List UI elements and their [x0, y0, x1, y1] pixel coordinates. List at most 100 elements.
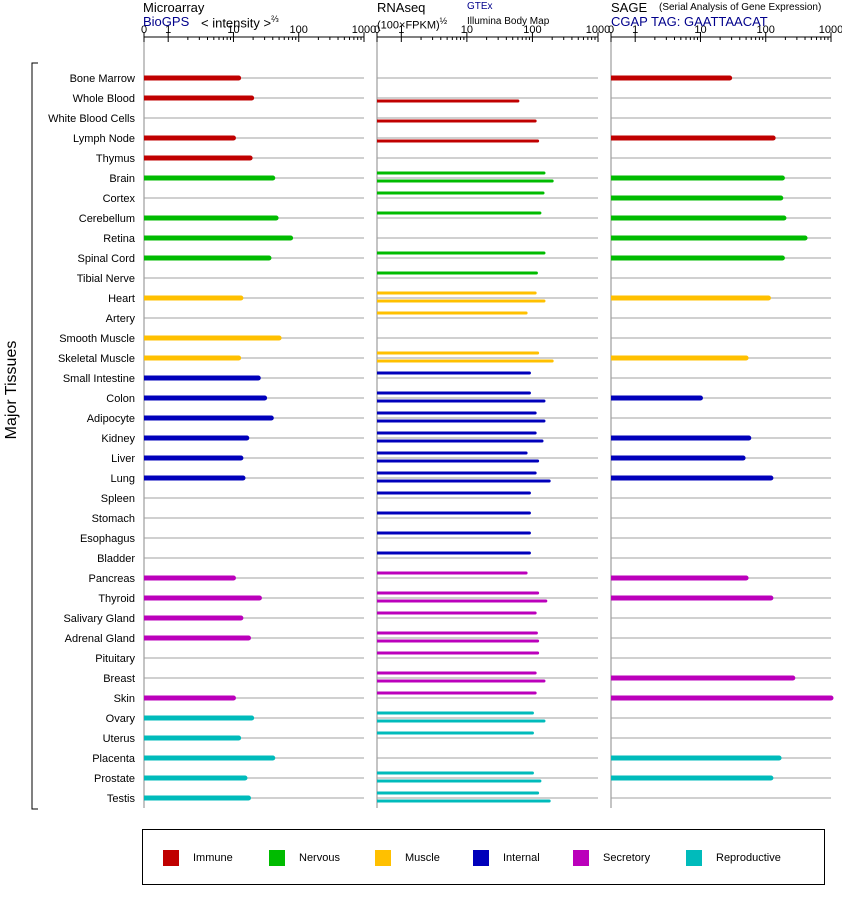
- microarray-bar: [144, 75, 239, 81]
- y-axis-bracket: [31, 62, 38, 810]
- legend-swatch-muscle: [375, 850, 391, 866]
- sage-bar-cap: [770, 135, 776, 141]
- microarray-unit-exponent: ⅔: [271, 14, 279, 24]
- y-axis-label: Major Tissues: [2, 330, 22, 450]
- legend-swatch-reproductive: [686, 850, 702, 866]
- illumina-bar: [377, 419, 544, 423]
- tissue-label: Spleen: [101, 493, 135, 505]
- legend: Immune Nervous Muscle Internal Secretory…: [142, 829, 825, 885]
- illumina-bar: [377, 99, 518, 103]
- legend-swatch-nervous: [269, 850, 285, 866]
- microarray-bar-cap: [256, 595, 262, 601]
- sage-bar: [611, 75, 730, 81]
- rnaseq-unit: (100×FPKM)½: [377, 16, 447, 32]
- tissue-label: Small Intestine: [63, 373, 135, 385]
- microarray-bar: [144, 475, 244, 481]
- tissue-label: White Blood Cells: [48, 113, 135, 125]
- illumina-bar: [377, 179, 553, 183]
- gtex-bar: [377, 271, 537, 275]
- microarray-bar: [144, 175, 273, 181]
- tissue-label: Brain: [109, 173, 135, 185]
- microarray-unit-text: < intensity >: [201, 15, 272, 31]
- legend-item-internal: Internal: [473, 849, 540, 867]
- sage-tick-label-0: 0: [608, 24, 614, 36]
- tissue-label: Spinal Cord: [78, 253, 135, 265]
- tissue-label: Whole Blood: [73, 93, 135, 105]
- microarray-bar: [144, 455, 241, 461]
- sage-bar: [611, 755, 780, 761]
- sage-bar-cap: [768, 595, 774, 601]
- sage-bar: [611, 695, 831, 701]
- rnaseq-tick-label-1: 1: [398, 24, 404, 36]
- microarray-bar-cap: [242, 775, 248, 781]
- tissue-label: Skin: [114, 693, 135, 705]
- illumina-bar-cap: [536, 459, 540, 463]
- sage-bar-cap: [765, 295, 771, 301]
- gtex-bar-cap: [530, 771, 534, 775]
- gtex-bar-cap: [538, 211, 542, 215]
- microarray-tick-label-2: 10: [227, 24, 239, 36]
- sage-bar-cap: [743, 575, 749, 581]
- sage-tick-label-4: 1000: [819, 24, 842, 36]
- microarray-bar-cap: [266, 255, 272, 261]
- sage-bar-cap: [781, 215, 787, 221]
- tissue-label: Thyroid: [98, 593, 135, 605]
- gtex-bar-cap: [530, 731, 534, 735]
- gtex-bar: [377, 351, 538, 355]
- rnaseq-title: RNAseq: [377, 0, 426, 15]
- microarray-bar: [144, 395, 265, 401]
- microarray-bar: [144, 435, 247, 441]
- legend-label-immune: Immune: [193, 852, 233, 864]
- microarray-bar: [144, 335, 280, 341]
- gtex-bar: [377, 511, 530, 515]
- sage-bar: [611, 675, 793, 681]
- gtex-bar-cap: [530, 711, 534, 715]
- legend-label-internal: Internal: [503, 852, 540, 864]
- rnaseq-unit-text: (100×FPKM): [377, 19, 440, 32]
- microarray-bar: [144, 635, 249, 641]
- gtex-bar-cap: [533, 471, 537, 475]
- gtex-bar-cap: [542, 171, 546, 175]
- gtex-bar: [377, 171, 544, 175]
- legend-label-reproductive: Reproductive: [716, 852, 781, 864]
- microarray-bar: [144, 135, 234, 141]
- microarray-bar-cap: [288, 235, 294, 241]
- gtex-bar-cap: [527, 531, 531, 535]
- gtex-bar: [377, 491, 530, 495]
- tissue-label: Adipocyte: [87, 413, 135, 425]
- sage-bar-cap: [828, 695, 834, 701]
- microarray-tick-label-1: 1: [165, 24, 171, 36]
- gtex-bar-cap: [524, 311, 528, 315]
- gtex-bar-cap: [527, 371, 531, 375]
- sage-bar: [611, 395, 701, 401]
- illumina-bar-cap: [542, 719, 546, 723]
- gtex-bar-cap: [533, 671, 537, 675]
- tissue-label: Smooth Muscle: [59, 333, 135, 345]
- microarray-bar-cap: [240, 475, 246, 481]
- sage-tick-label-2: 10: [694, 24, 706, 36]
- microarray-bar-cap: [230, 135, 236, 141]
- tissue-labels: Bone Marrow Whole Blood White Blood Cells L…: [48, 73, 136, 805]
- tissue-label: Skeletal Muscle: [58, 353, 135, 365]
- illumina-bar-cap: [544, 599, 548, 603]
- gtex-bar: [377, 411, 536, 415]
- sage-title: SAGE: [611, 0, 648, 15]
- microarray-bar: [144, 215, 277, 221]
- microarray-bar: [144, 695, 234, 701]
- rnaseq-source-gtex: GTEx: [467, 1, 493, 12]
- gtex-bar: [377, 691, 536, 695]
- microarray-bar-cap: [230, 695, 236, 701]
- illumina-bar-cap: [547, 479, 551, 483]
- microarray-bar-cap: [268, 415, 274, 421]
- microarray-bar: [144, 795, 249, 801]
- gtex-bar: [377, 371, 530, 375]
- illumina-bar: [377, 139, 538, 143]
- gtex-bar-cap: [536, 791, 540, 795]
- tissue-label: Testis: [107, 793, 136, 805]
- legend-item-secretory: Secretory: [573, 849, 650, 867]
- gtex-bar-cap: [527, 491, 531, 495]
- microarray-bar: [144, 595, 260, 601]
- tissue-label: Colon: [106, 393, 135, 405]
- rnaseq-tick-label-2: 10: [461, 24, 473, 36]
- legend-item-muscle: Muscle: [375, 849, 440, 867]
